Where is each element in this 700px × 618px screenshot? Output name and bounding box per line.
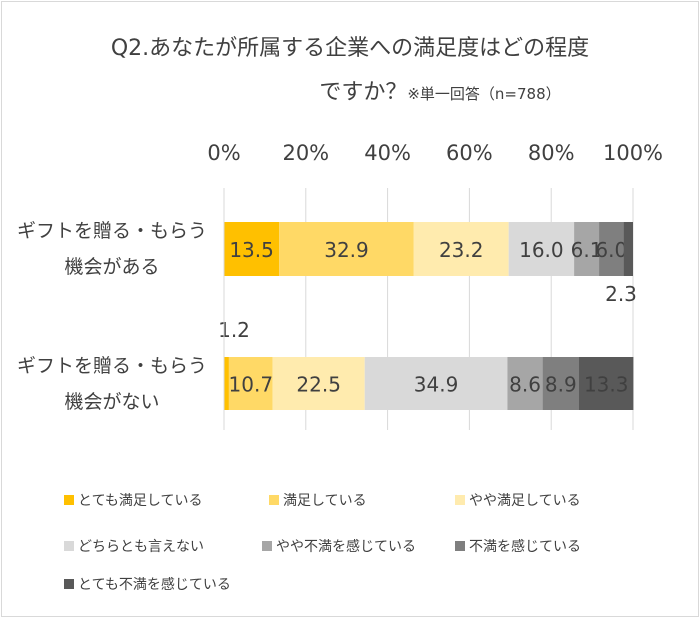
legend-item: 不満を感じている (455, 536, 581, 556)
bar-segment (224, 222, 280, 276)
legend-item: やや不満を感じている (262, 536, 416, 556)
x-tick-label: 80% (528, 141, 575, 165)
chart-title-cont: ですか？ (319, 80, 408, 105)
legend-swatch (64, 579, 74, 589)
bar-segment (542, 357, 580, 410)
data-label: 10.7 (229, 373, 274, 397)
data-label: 22.5 (296, 373, 341, 397)
data-label: 23.2 (439, 238, 484, 262)
chart-title-line2: ですか？※単一回答（n=788） (90, 74, 700, 106)
legend-swatch (64, 541, 74, 551)
legend-swatch (64, 495, 74, 505)
bar-segment (508, 222, 575, 276)
legend-item: とても満足している (64, 490, 202, 510)
legend-item: やや満足している (455, 490, 581, 510)
data-label: 6.0 (595, 238, 627, 262)
x-tick-label: 100% (603, 141, 663, 165)
data-label: 34.9 (414, 373, 459, 397)
category-label: 機会がない (64, 391, 159, 413)
bar-segment (279, 222, 414, 276)
legend-label: どちらとも言えない (78, 539, 204, 555)
legend-label: 不満を感じている (469, 539, 581, 555)
category-label: ギフトを贈る・もらう (17, 220, 207, 242)
legend-swatch (455, 541, 465, 551)
bar-segment (272, 357, 365, 410)
data-label: 8.9 (545, 373, 577, 397)
bar-segment (224, 357, 229, 410)
category-label: 機会がある (64, 256, 159, 278)
bar-segment (364, 357, 508, 410)
legend-swatch (455, 495, 465, 505)
bar-segment (623, 222, 633, 276)
category-label: ギフトを贈る・もらう (17, 355, 207, 377)
data-label: 6.1 (571, 238, 603, 262)
x-tick-label: 20% (282, 141, 329, 165)
legend-item: とても不満を感じている (64, 574, 231, 594)
chart-subtitle: ※単一回答（n=788） (407, 85, 561, 103)
x-tick-label: 0% (207, 141, 240, 165)
x-tick-label: 40% (364, 141, 411, 165)
bar-segment (507, 357, 543, 410)
legend-label: やや不満を感じている (276, 539, 416, 555)
legend-swatch (269, 495, 279, 505)
bar-segment (574, 222, 600, 276)
data-label: 13.3 (584, 373, 629, 397)
data-label: 8.6 (509, 373, 541, 397)
legend-item: どちらとも言えない (64, 536, 204, 556)
legend-label: とても満足している (78, 493, 203, 509)
chart-title: Q2.あなたが所属する企業への満足度はどの程度 (110, 36, 590, 61)
data-label: 32.9 (324, 238, 369, 262)
x-tick-label: 60% (446, 141, 493, 165)
bar-segment (413, 222, 509, 276)
bar-segment (599, 222, 624, 276)
legend-item: 満足している (269, 490, 367, 510)
legend-label: やや満足している (469, 493, 581, 509)
bar-segment (579, 357, 634, 410)
legend-swatch (262, 541, 272, 551)
data-label: 16.0 (519, 238, 564, 262)
data-label: 2.3 (605, 282, 637, 306)
data-label: 13.5 (229, 238, 274, 262)
legend-label: 満足している (283, 493, 367, 509)
data-label: 1.2 (218, 318, 250, 342)
bar-segment (228, 357, 273, 410)
legend-label: とても不満を感じている (78, 577, 231, 593)
